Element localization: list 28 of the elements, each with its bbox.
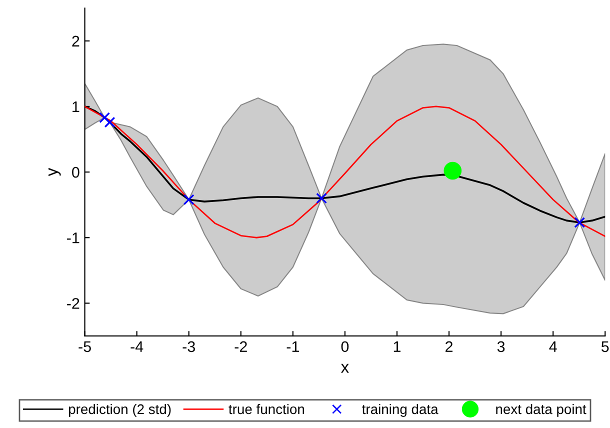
x-tick-label: 1 (394, 341, 400, 352)
legend-label: next data point (496, 404, 586, 417)
point (104, 116, 116, 128)
x-tick-label: 5 (601, 341, 609, 352)
y-tick-label: 1 (72, 102, 80, 112)
legend-label: prediction (2 std) (68, 404, 171, 417)
y-tick-label: 2 (72, 36, 80, 46)
x-tick-label: -5 (78, 341, 91, 352)
legend-label: training data (362, 404, 438, 417)
point (574, 217, 586, 228)
x-tick-label: -4 (130, 341, 144, 352)
x-tick-label: 2 (446, 341, 453, 352)
y-tick-label: 0 (72, 166, 80, 178)
y-tick-label: -1 (67, 232, 80, 244)
point (316, 192, 328, 204)
y-tick-label: -2 (67, 298, 80, 309)
point (183, 194, 194, 206)
x-tick-label: 4 (549, 341, 557, 352)
point (444, 162, 462, 180)
x-axis-title: x (340, 364, 349, 373)
x-tick-label: 0 (341, 341, 349, 352)
point (99, 112, 110, 124)
x-tick-label: -1 (286, 341, 299, 352)
legend-label: true function (228, 404, 304, 414)
x-tick-label: -2 (234, 341, 247, 352)
y-axis-title: y (48, 168, 61, 176)
x-tick-label: 3 (497, 341, 505, 352)
x-tick-label: -3 (182, 341, 195, 352)
